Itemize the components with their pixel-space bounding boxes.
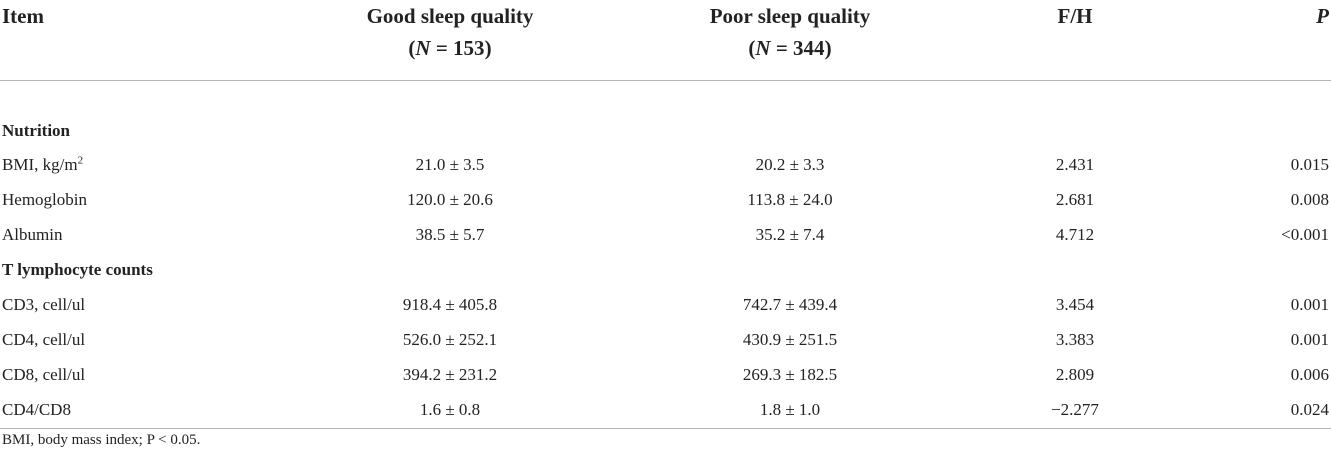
header-p: P — [1316, 4, 1329, 28]
row-fh-value: 4.712 — [1055, 224, 1095, 244]
table-row: CD4/CD8 1.6 ± 0.8 1.8 ± 1.0 −2.277 0.024 — [0, 392, 1331, 429]
table-row: Albumin 38.5 ± 5.7 35.2 ± 7.4 4.712 <0.0… — [0, 217, 1331, 252]
row-p-value: 0.024 — [1290, 400, 1329, 419]
row-p-value: 0.006 — [1290, 364, 1329, 384]
section-label-nutrition: Nutrition — [2, 121, 70, 140]
row-p-value: 0.001 — [1290, 294, 1329, 314]
table-row: CD8, cell/ul 394.2 ± 231.2 269.3 ± 182.5… — [0, 357, 1331, 392]
table-header-row: Item Good sleep quality (N = 153) Poor s… — [0, 0, 1331, 81]
row-fh-value: 2.681 — [1055, 189, 1095, 209]
row-good-value: 526.0 ± 252.1 — [402, 329, 498, 349]
header-good-n-label: N — [415, 36, 431, 60]
row-p-value: 0.015 — [1290, 154, 1329, 174]
header-good-n-value: = 153 — [435, 36, 485, 60]
header-fh: F/H — [1057, 4, 1093, 28]
row-item: BMI, kg/m2 — [0, 147, 300, 182]
row-poor-value: 35.2 ± 7.4 — [755, 224, 825, 244]
row-fh-value: 3.454 — [1055, 294, 1095, 314]
row-good-value: 21.0 ± 3.5 — [415, 154, 485, 174]
header-item: Item — [2, 4, 44, 28]
row-good-value: 918.4 ± 405.8 — [402, 294, 498, 314]
row-p-value: 0.008 — [1290, 189, 1329, 209]
row-fh-value: 2.431 — [1055, 154, 1095, 174]
table-row: BMI, kg/m2 21.0 ± 3.5 20.2 ± 3.3 2.431 0… — [0, 147, 1331, 182]
sleep-quality-table: Item Good sleep quality (N = 153) Poor s… — [0, 0, 1331, 429]
row-p-value: 0.001 — [1290, 329, 1329, 349]
row-poor-value: 113.8 ± 24.0 — [747, 189, 833, 209]
row-poor-value: 742.7 ± 439.4 — [742, 294, 838, 314]
section-row-tlymph: T lymphocyte counts — [0, 252, 1331, 287]
row-item: Albumin — [2, 224, 63, 244]
row-fh-value: −2.277 — [1051, 400, 1099, 419]
row-item: CD4/CD8 — [2, 400, 71, 419]
row-item: CD8, cell/ul — [2, 364, 86, 384]
section-label-tlymph: T lymphocyte counts — [2, 259, 153, 279]
header-poor-sleep: Poor sleep quality (N = 344) — [600, 0, 980, 81]
header-poor-n-value: = 344 — [775, 36, 825, 60]
row-poor-value: 269.3 ± 182.5 — [742, 364, 838, 384]
row-item: CD4, cell/ul — [2, 329, 86, 349]
row-fh-value: 2.809 — [1055, 364, 1095, 384]
row-item: Hemoglobin — [2, 189, 87, 209]
row-good-value: 120.0 ± 20.6 — [407, 189, 493, 209]
header-good-n: (N = 153) — [408, 36, 492, 60]
row-poor-value: 20.2 ± 3.3 — [755, 154, 825, 174]
row-item-text: BMI, kg/m — [2, 154, 78, 174]
header-poor-title: Poor sleep quality — [709, 4, 871, 28]
section-row-nutrition: Nutrition — [0, 81, 1331, 148]
data-table-container: Item Good sleep quality (N = 153) Poor s… — [0, 0, 1331, 429]
row-good-value: 1.6 ± 0.8 — [419, 400, 481, 419]
header-poor-n-label: N — [755, 36, 771, 60]
header-poor-n: (N = 344) — [748, 36, 832, 60]
row-item: CD3, cell/ul — [2, 294, 86, 314]
row-good-value: 38.5 ± 5.7 — [415, 224, 485, 244]
table-row: Hemoglobin 120.0 ± 20.6 113.8 ± 24.0 2.6… — [0, 182, 1331, 217]
header-good-title: Good sleep quality — [366, 4, 534, 28]
row-item-sup: 2 — [77, 153, 84, 166]
row-poor-value: 1.8 ± 1.0 — [759, 400, 821, 419]
row-fh-value: 3.383 — [1055, 329, 1095, 349]
table-row: CD3, cell/ul 918.4 ± 405.8 742.7 ± 439.4… — [0, 287, 1331, 322]
header-good-sleep: Good sleep quality (N = 153) — [300, 0, 600, 81]
row-poor-value: 430.9 ± 251.5 — [742, 329, 838, 349]
row-good-value: 394.2 ± 231.2 — [402, 364, 498, 384]
table-footnote: BMI, body mass index; P < 0.05. — [2, 432, 201, 448]
table-row: CD4, cell/ul 526.0 ± 252.1 430.9 ± 251.5… — [0, 322, 1331, 357]
row-p-value: <0.001 — [1281, 224, 1329, 244]
